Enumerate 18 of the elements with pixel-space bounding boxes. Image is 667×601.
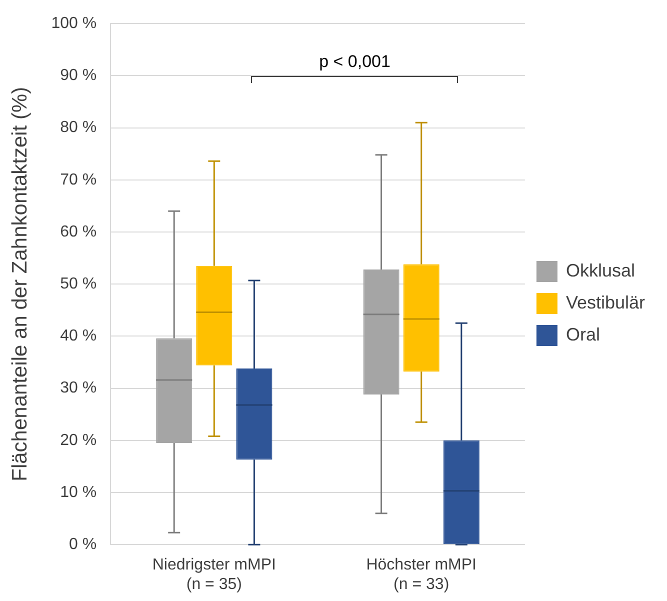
y-tick-label: 80 % xyxy=(60,119,97,136)
y-axis-title: Flächenanteile an der Zahnkontaktzeit (%) xyxy=(8,86,32,482)
y-tick-label: 0 % xyxy=(68,536,97,554)
y-tick-label: 100 % xyxy=(51,15,97,32)
y-tick-label: 50 % xyxy=(60,276,97,293)
legend-label: Oral xyxy=(566,324,600,344)
x-tick-label: Niedrigster mMPI (n = 35) xyxy=(152,556,276,593)
y-tick-label: 60 % xyxy=(60,223,97,240)
y-tick-label: 70 % xyxy=(60,171,97,188)
legend-label: Okklusal xyxy=(566,260,635,280)
legend-label: Vestibulär xyxy=(566,292,646,312)
y-tick-label: 40 % xyxy=(60,328,97,345)
y-tick-label: 20 % xyxy=(60,432,97,449)
y-tick-label: 90 % xyxy=(60,67,97,84)
x-tick-label: Höchster mMPI (n = 33) xyxy=(366,556,476,593)
y-tick-label: 10 % xyxy=(60,484,97,501)
y-tick-label: 30 % xyxy=(60,380,97,397)
annotation: p < 0,001 xyxy=(319,52,390,71)
